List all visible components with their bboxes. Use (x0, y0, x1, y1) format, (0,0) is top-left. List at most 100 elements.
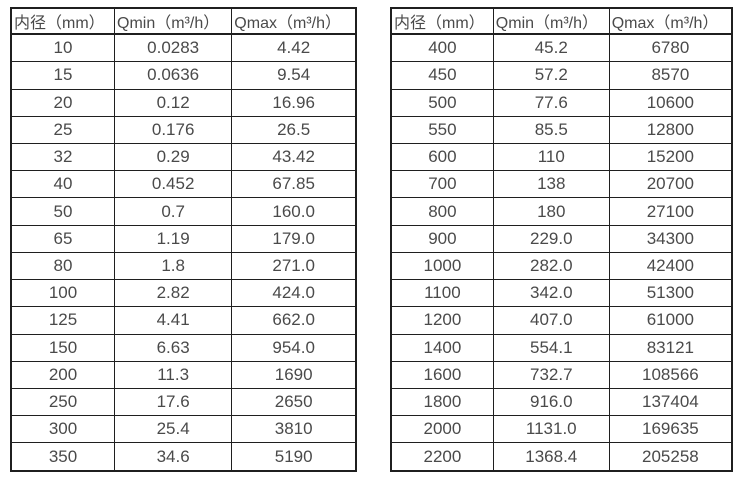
table-cell: 3810 (231, 415, 357, 444)
table-cell: 407.0 (492, 306, 610, 335)
table-cell: 4.41 (113, 306, 233, 335)
table-cell: 500 (390, 88, 494, 117)
table-cell: 77.6 (492, 88, 610, 117)
table-cell: 51300 (608, 279, 733, 308)
table-cell: 0.12 (113, 88, 233, 117)
table-cell: 15200 (608, 143, 733, 172)
table-row: 150 6.63 954.0 (10, 333, 357, 362)
table-row: 350 34.6 5190 (10, 442, 357, 472)
table-row: 1000 282.0 42400 (390, 251, 733, 281)
table-cell: 200 (10, 360, 115, 390)
table-cell: 42400 (608, 251, 733, 281)
table-cell: 25.4 (113, 415, 233, 444)
table-cell: 5190 (231, 442, 357, 472)
table-row: 250 17.6 2650 (10, 387, 357, 417)
table-cell: 32 (10, 143, 115, 172)
table-cell: 61000 (608, 306, 733, 335)
table-row: 40 0.452 67.85 (10, 170, 357, 199)
table-cell: 6.63 (113, 333, 233, 362)
table-cell: 80 (10, 251, 115, 281)
table-row: 65 1.19 179.0 (10, 224, 357, 253)
table-cell: 424.0 (231, 279, 357, 308)
table-cell: 65 (10, 224, 115, 253)
table-row: 300 25.4 3810 (10, 415, 357, 444)
table-cell: 67.85 (231, 170, 357, 199)
table-row: 10 0.0283 4.42 (10, 33, 357, 63)
table-cell: 179.0 (231, 224, 357, 253)
table-cell: 1000 (390, 251, 494, 281)
table-row: 200 11.3 1690 (10, 360, 357, 390)
table-cell: 600 (390, 143, 494, 172)
table-cell: 10 (10, 33, 115, 63)
table-cell: 16.96 (231, 88, 357, 117)
table-cell: 34.6 (113, 442, 233, 472)
table-cell: 1800 (390, 387, 494, 417)
table-cell: 271.0 (231, 251, 357, 281)
table-cell: 27100 (608, 197, 733, 226)
table-cell: 150 (10, 333, 115, 362)
table-cell: 900 (390, 224, 494, 253)
table-cell: 4.42 (231, 33, 357, 63)
table-row: 800 180 27100 (390, 197, 733, 226)
table-row: 900 229.0 34300 (390, 224, 733, 253)
table-cell: 85.5 (492, 115, 610, 145)
table-cell: 8570 (608, 61, 733, 90)
table-cell: 50 (10, 197, 115, 226)
table-cell: 229.0 (492, 224, 610, 253)
table-cell: 110 (492, 143, 610, 172)
table-row: 20 0.12 16.96 (10, 88, 357, 117)
table-cell: 550 (390, 115, 494, 145)
table-cell: 12800 (608, 115, 733, 145)
table-cell: 26.5 (231, 115, 357, 145)
table-cell: 1200 (390, 306, 494, 335)
table-cell: 342.0 (492, 279, 610, 308)
flow-table-small-diameters: 内径（mm） Qmin（m³/h） Qmax（m³/h） 10 0.0283 4.42 15… (10, 7, 357, 472)
column-header: Qmin（m³/h） (492, 7, 610, 35)
table-cell: 10600 (608, 88, 733, 117)
column-header: 内径（mm） (10, 7, 115, 35)
table-row: 2000 1131.0 169635 (390, 415, 733, 444)
table-cell: 15 (10, 61, 115, 90)
table-cell: 2200 (390, 442, 494, 472)
table-row: 1800 916.0 137404 (390, 387, 733, 417)
table-row: 50 0.7 160.0 (10, 197, 357, 226)
table-cell: 554.1 (492, 333, 610, 362)
table-cell: 0.452 (113, 170, 233, 199)
table-cell: 160.0 (231, 197, 357, 226)
table-row: 450 57.2 8570 (390, 61, 733, 90)
table-cell: 100 (10, 279, 115, 308)
table-cell: 137404 (608, 387, 733, 417)
table-cell: 20 (10, 88, 115, 117)
table-cell: 954.0 (231, 333, 357, 362)
table-cell: 1400 (390, 333, 494, 362)
table-cell: 450 (390, 61, 494, 90)
table-row: 100 2.82 424.0 (10, 279, 357, 308)
table-cell: 700 (390, 170, 494, 199)
table-cell: 11.3 (113, 360, 233, 390)
table-cell: 1131.0 (492, 415, 610, 444)
table-row: 125 4.41 662.0 (10, 306, 357, 335)
table-cell: 350 (10, 442, 115, 472)
table-cell: 250 (10, 387, 115, 417)
table-row: 400 45.2 6780 (390, 33, 733, 63)
table-row: 32 0.29 43.42 (10, 143, 357, 172)
table-cell: 1.19 (113, 224, 233, 253)
table-cell: 1690 (231, 360, 357, 390)
table-cell: 40 (10, 170, 115, 199)
table-cell: 125 (10, 306, 115, 335)
table-cell: 1600 (390, 360, 494, 390)
table-row: 700 138 20700 (390, 170, 733, 199)
table-cell: 1368.4 (492, 442, 610, 472)
table-row: 1600 732.7 108566 (390, 360, 733, 390)
table-cell: 180 (492, 197, 610, 226)
table-cell: 25 (10, 115, 115, 145)
table-cell: 6780 (608, 33, 733, 63)
table-cell: 205258 (608, 442, 733, 472)
header-row: 内径（mm） Qmin（m³/h） Qmax（m³/h） (390, 7, 733, 35)
table-cell: 1.8 (113, 251, 233, 281)
table-row: 500 77.6 10600 (390, 88, 733, 117)
table-cell: 20700 (608, 170, 733, 199)
flow-table-large-diameters: 内径（mm） Qmin（m³/h） Qmax（m³/h） 400 45.2 6780 450… (390, 7, 733, 472)
table-cell: 1100 (390, 279, 494, 308)
